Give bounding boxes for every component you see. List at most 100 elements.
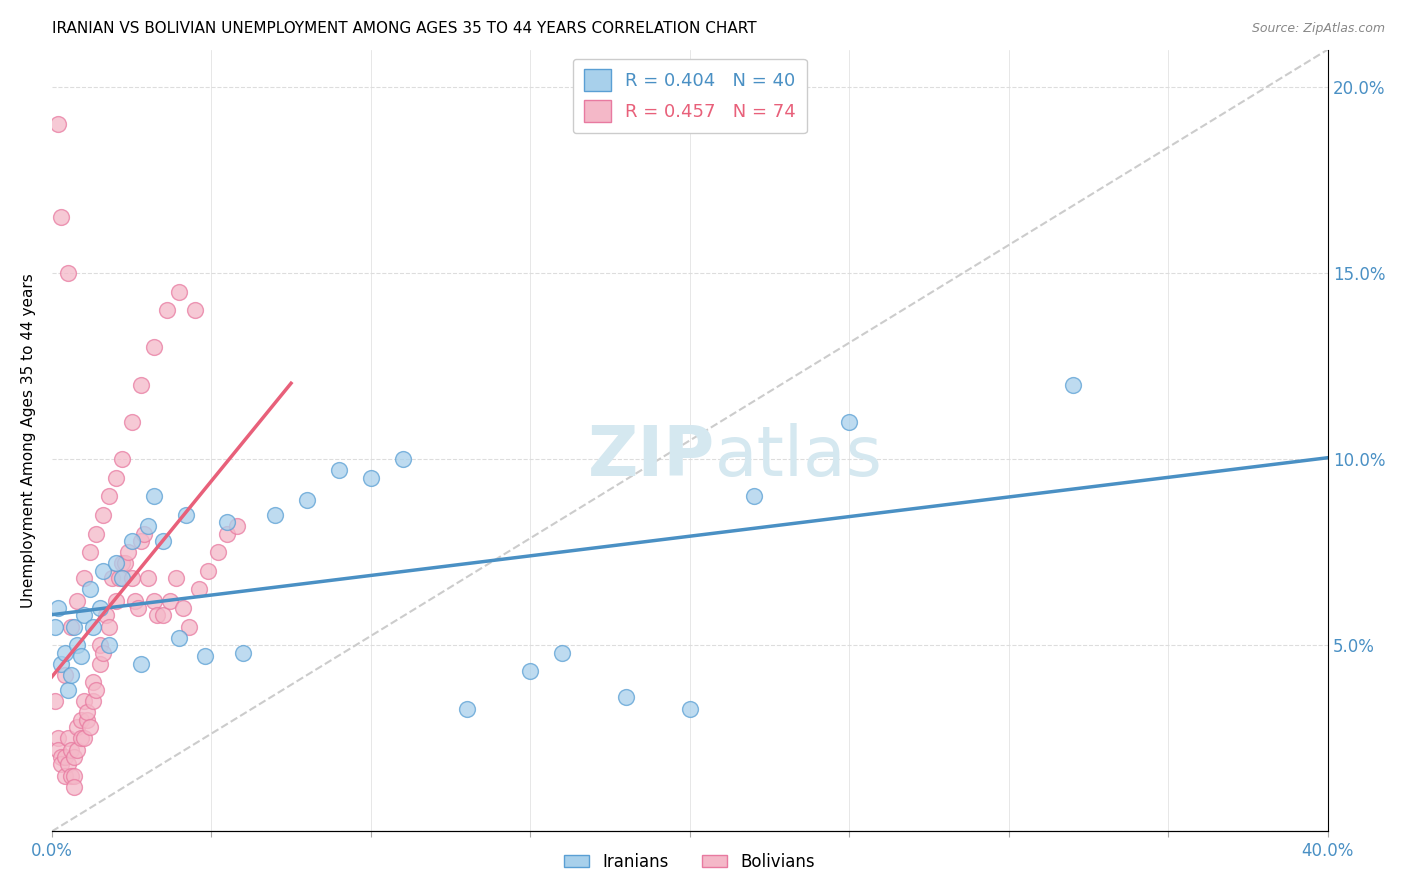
Point	[121, 533, 143, 548]
Point	[360, 471, 382, 485]
Point	[76, 706, 98, 720]
Point	[172, 601, 194, 615]
Point	[51, 657, 73, 671]
Point	[129, 657, 152, 671]
Point	[519, 665, 541, 679]
Point	[51, 210, 73, 224]
Point	[69, 731, 91, 746]
Point	[63, 750, 86, 764]
Point	[66, 638, 89, 652]
Point	[104, 593, 127, 607]
Point	[46, 601, 69, 615]
Point	[169, 631, 191, 645]
Point	[142, 340, 165, 354]
Point	[91, 508, 114, 522]
Point	[89, 601, 111, 615]
Point	[187, 582, 209, 597]
Point	[76, 713, 98, 727]
Point	[69, 649, 91, 664]
Point	[679, 701, 702, 715]
Point	[98, 489, 121, 503]
Point	[44, 620, 66, 634]
Point	[73, 694, 96, 708]
Point	[111, 452, 134, 467]
Point	[73, 608, 96, 623]
Point	[742, 489, 765, 503]
Point	[89, 638, 111, 652]
Point	[152, 533, 174, 548]
Point	[79, 545, 101, 559]
Point	[86, 526, 108, 541]
Point	[121, 415, 143, 429]
Text: atlas: atlas	[716, 423, 883, 490]
Point	[217, 526, 239, 541]
Point	[101, 571, 124, 585]
Point	[53, 768, 76, 782]
Point	[73, 731, 96, 746]
Point	[217, 516, 239, 530]
Point	[142, 489, 165, 503]
Y-axis label: Unemployment Among Ages 35 to 44 years: Unemployment Among Ages 35 to 44 years	[21, 273, 35, 607]
Point	[136, 519, 159, 533]
Point	[86, 682, 108, 697]
Point	[104, 471, 127, 485]
Point	[129, 377, 152, 392]
Point	[156, 303, 179, 318]
Point	[56, 757, 79, 772]
Point	[124, 593, 146, 607]
Point	[117, 545, 139, 559]
Point	[51, 750, 73, 764]
Point	[56, 682, 79, 697]
Legend: Iranians, Bolivians: Iranians, Bolivians	[558, 847, 823, 878]
Point	[66, 742, 89, 756]
Text: IRANIAN VS BOLIVIAN UNEMPLOYMENT AMONG AGES 35 TO 44 YEARS CORRELATION CHART: IRANIAN VS BOLIVIAN UNEMPLOYMENT AMONG A…	[52, 21, 756, 36]
Point	[66, 593, 89, 607]
Point	[46, 731, 69, 746]
Point	[44, 694, 66, 708]
Point	[232, 646, 254, 660]
Point	[551, 646, 574, 660]
Point	[152, 608, 174, 623]
Point	[82, 675, 104, 690]
Point	[53, 750, 76, 764]
Point	[142, 593, 165, 607]
Point	[46, 117, 69, 131]
Point	[53, 668, 76, 682]
Point	[194, 649, 217, 664]
Point	[82, 694, 104, 708]
Point	[177, 620, 200, 634]
Point	[79, 582, 101, 597]
Point	[136, 571, 159, 585]
Point	[207, 545, 229, 559]
Point	[111, 571, 134, 585]
Point	[98, 620, 121, 634]
Point	[59, 742, 82, 756]
Point	[295, 493, 318, 508]
Point	[197, 564, 219, 578]
Point	[159, 593, 181, 607]
Point	[107, 571, 129, 585]
Point	[225, 519, 247, 533]
Point	[94, 608, 117, 623]
Point	[91, 646, 114, 660]
Point	[82, 620, 104, 634]
Point	[56, 731, 79, 746]
Point	[184, 303, 207, 318]
Point	[69, 713, 91, 727]
Point	[59, 668, 82, 682]
Point	[1062, 377, 1084, 392]
Point	[91, 564, 114, 578]
Point	[46, 742, 69, 756]
Point	[328, 463, 350, 477]
Point	[111, 557, 134, 571]
Point	[169, 285, 191, 299]
Point	[264, 508, 287, 522]
Point	[63, 780, 86, 794]
Point	[114, 557, 136, 571]
Text: Source: ZipAtlas.com: Source: ZipAtlas.com	[1251, 22, 1385, 36]
Point	[98, 638, 121, 652]
Point	[59, 620, 82, 634]
Point	[614, 690, 637, 705]
Point	[51, 757, 73, 772]
Point	[73, 571, 96, 585]
